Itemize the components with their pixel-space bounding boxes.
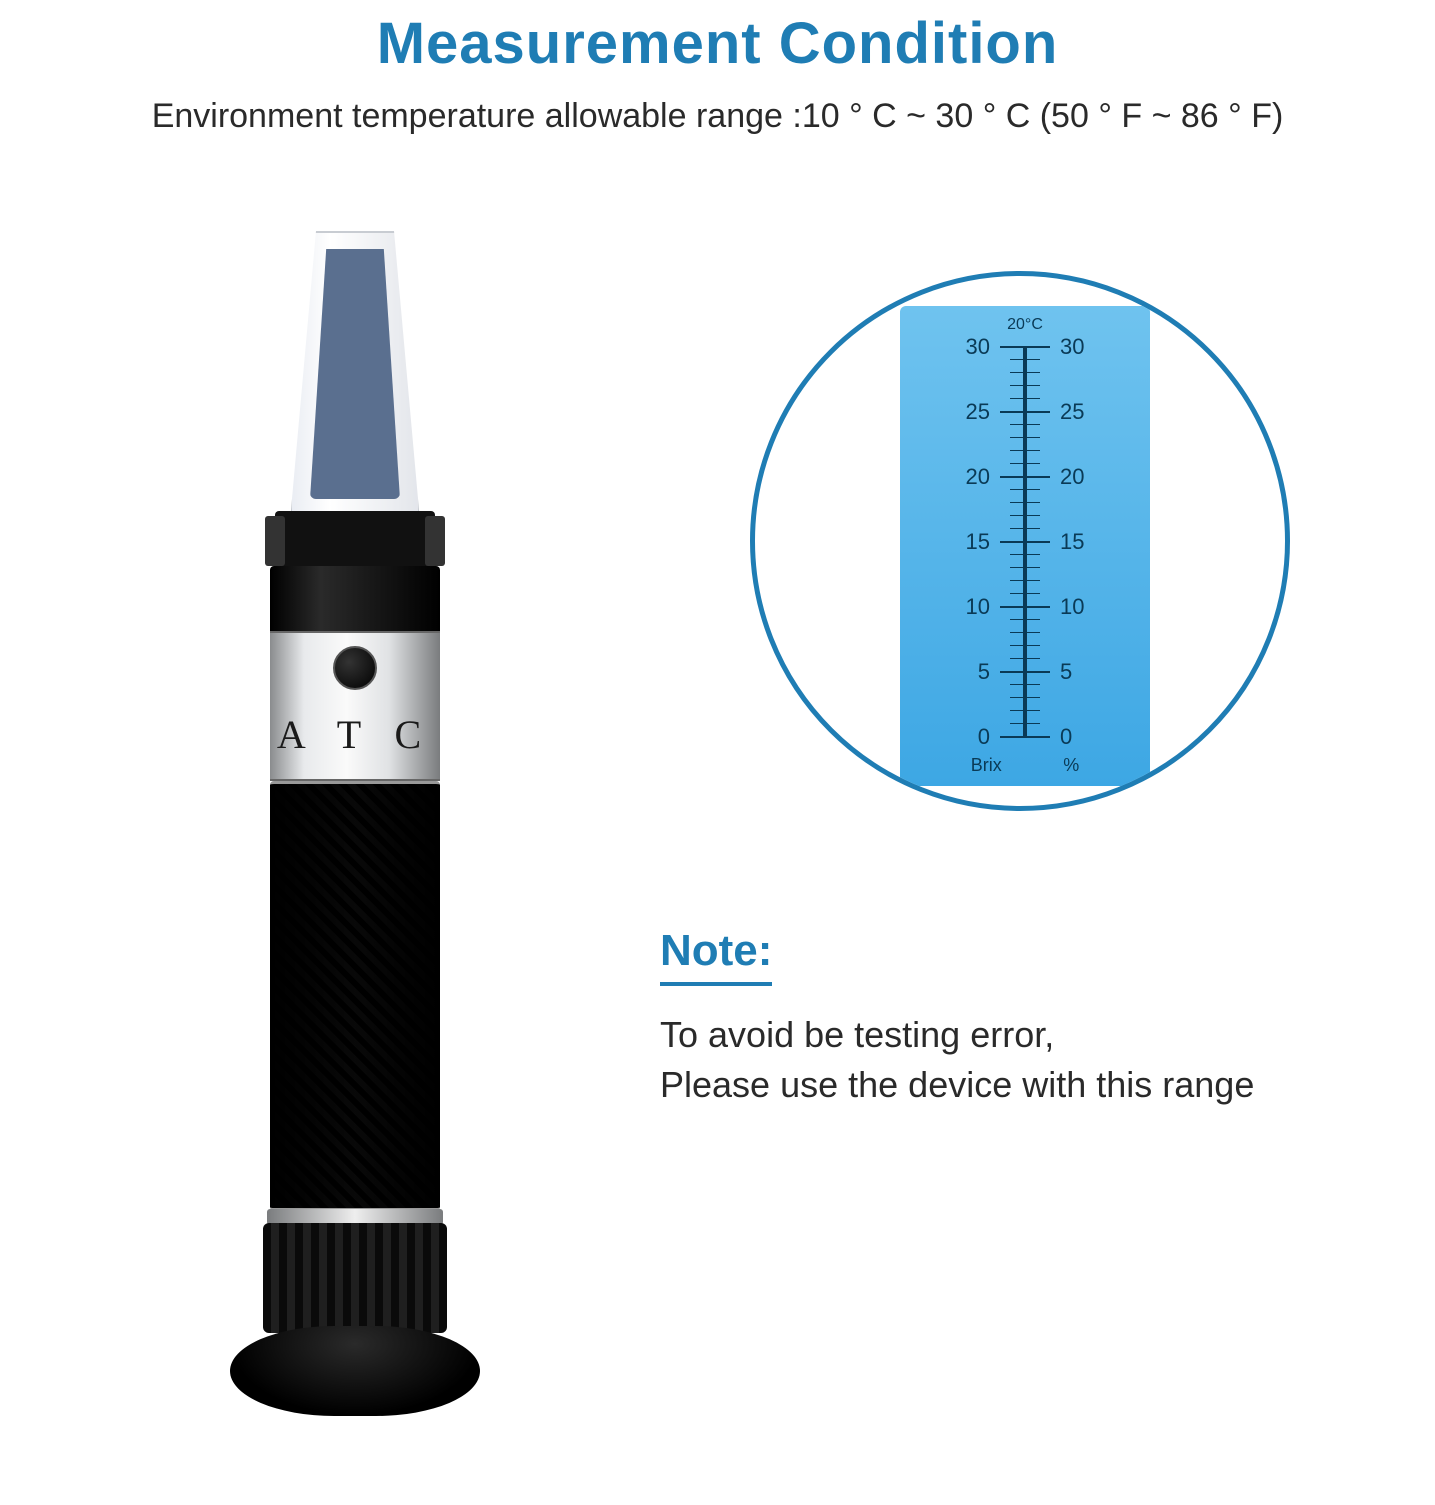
hinge bbox=[275, 511, 435, 571]
tick-minor bbox=[1010, 684, 1040, 685]
tick-minor bbox=[1010, 437, 1040, 438]
tick-minor bbox=[1010, 424, 1040, 425]
tick-label-right: 20 bbox=[1060, 464, 1100, 490]
scale-circle: 20°C Brix % 30 30 25 25 20 20 15 15 10 10 5 5 0 0 bbox=[750, 271, 1290, 811]
scale-diagram: 20°C Brix % 30 30 25 25 20 20 15 15 10 10 5 5 0 0 bbox=[750, 271, 1290, 811]
tick-label-right: 0 bbox=[1060, 724, 1100, 750]
tick-minor bbox=[1010, 632, 1040, 633]
atc-label: A T C bbox=[270, 711, 440, 758]
eyepiece-body bbox=[263, 1223, 447, 1333]
tick-minor bbox=[1010, 372, 1040, 373]
tick-label-right: 5 bbox=[1060, 659, 1100, 685]
tick-major bbox=[1000, 606, 1050, 608]
refractometer-illustration: A T C bbox=[215, 231, 495, 1431]
tick-minor bbox=[1010, 710, 1040, 711]
tick-minor bbox=[1010, 489, 1040, 490]
tick-minor bbox=[1010, 450, 1040, 451]
tick-minor bbox=[1010, 515, 1040, 516]
scale-temp-label: 20°C bbox=[900, 316, 1150, 334]
tick-minor bbox=[1010, 463, 1040, 464]
subtitle-text: Environment temperature allowable range … bbox=[0, 97, 1435, 136]
scale-bottom-labels: Brix % bbox=[900, 755, 1150, 776]
tick-minor bbox=[1010, 619, 1040, 620]
calibration-screw bbox=[333, 646, 377, 690]
tick-label-right: 10 bbox=[1060, 594, 1100, 620]
tick-major bbox=[1000, 541, 1050, 543]
tick-minor bbox=[1010, 554, 1040, 555]
note-line-1: To avoid be testing error, bbox=[660, 1010, 1420, 1060]
tick-label-right: 15 bbox=[1060, 529, 1100, 555]
tick-major bbox=[1000, 346, 1050, 348]
tick-label-right: 25 bbox=[1060, 399, 1100, 425]
note-title: Note: bbox=[660, 926, 772, 986]
note-section: Note: To avoid be testing error, Please … bbox=[660, 926, 1420, 1111]
content-area: A T C 20°C Brix % 30 30 25 25 20 20 15 15 10 10 5 5… bbox=[0, 136, 1435, 1436]
black-band bbox=[270, 566, 440, 636]
eyepiece-cup bbox=[230, 1326, 480, 1416]
tick-minor bbox=[1010, 593, 1040, 594]
percent-text: % bbox=[1063, 755, 1079, 776]
grip bbox=[270, 781, 440, 1211]
tick-major bbox=[1000, 736, 1050, 738]
tick-minor bbox=[1010, 359, 1040, 360]
tick-minor bbox=[1010, 645, 1040, 646]
tick-minor bbox=[1010, 658, 1040, 659]
tick-minor bbox=[1010, 723, 1040, 724]
tick-minor bbox=[1010, 697, 1040, 698]
note-line-2: Please use the device with this range bbox=[660, 1060, 1420, 1110]
tick-minor bbox=[1010, 398, 1040, 399]
tick-major bbox=[1000, 671, 1050, 673]
tick-minor bbox=[1010, 502, 1040, 503]
tick-major bbox=[1000, 476, 1050, 478]
tick-label-left: 0 bbox=[950, 724, 990, 750]
tick-label-left: 30 bbox=[950, 334, 990, 360]
tick-label-left: 10 bbox=[950, 594, 990, 620]
tick-label-left: 15 bbox=[950, 529, 990, 555]
tick-major bbox=[1000, 411, 1050, 413]
tick-minor bbox=[1010, 580, 1040, 581]
tick-label-right: 30 bbox=[1060, 334, 1100, 360]
tick-label-left: 20 bbox=[950, 464, 990, 490]
tick-minor bbox=[1010, 528, 1040, 529]
tick-minor bbox=[1010, 567, 1040, 568]
tick-label-left: 25 bbox=[950, 399, 990, 425]
tick-minor bbox=[1010, 385, 1040, 386]
page-title: Measurement Condition bbox=[0, 10, 1435, 77]
scale-panel: 20°C Brix % 30 30 25 25 20 20 15 15 10 10 5 5 0 0 bbox=[900, 306, 1150, 786]
tick-label-left: 5 bbox=[950, 659, 990, 685]
brix-text: Brix bbox=[971, 755, 1002, 776]
